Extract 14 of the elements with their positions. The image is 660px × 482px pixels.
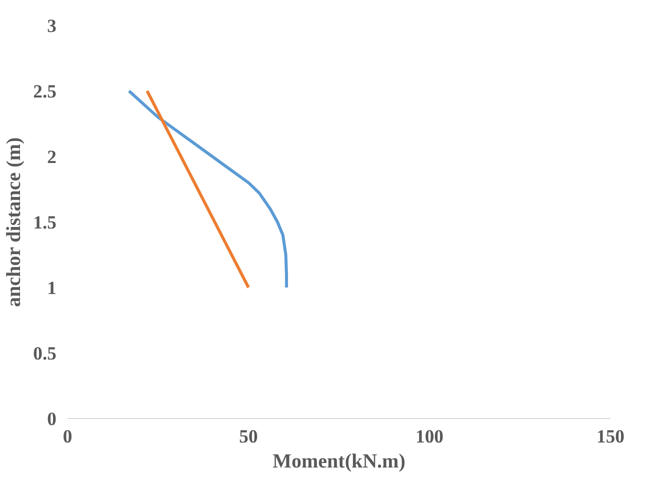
- y-tick-label: 1: [47, 278, 56, 299]
- x-tick-label: 150: [596, 426, 624, 448]
- y-tick-label: 1.5: [33, 212, 57, 234]
- y-tick-label: 0.5: [33, 344, 57, 364]
- x-axis-title: Moment(kN.m): [272, 450, 406, 472]
- x-tick-label: 50: [239, 426, 258, 448]
- x-tick-label: 100: [416, 426, 444, 448]
- y-axis-title: anchor distance (m): [3, 137, 26, 307]
- y-tick-label: 3: [47, 16, 56, 37]
- x-tick-label: 0: [62, 426, 72, 448]
- y-tick-label: 0: [47, 409, 56, 430]
- y-tick-label: 2.5: [33, 82, 57, 102]
- y-tick-label: 2: [47, 147, 56, 168]
- line-series: [128, 90, 288, 289]
